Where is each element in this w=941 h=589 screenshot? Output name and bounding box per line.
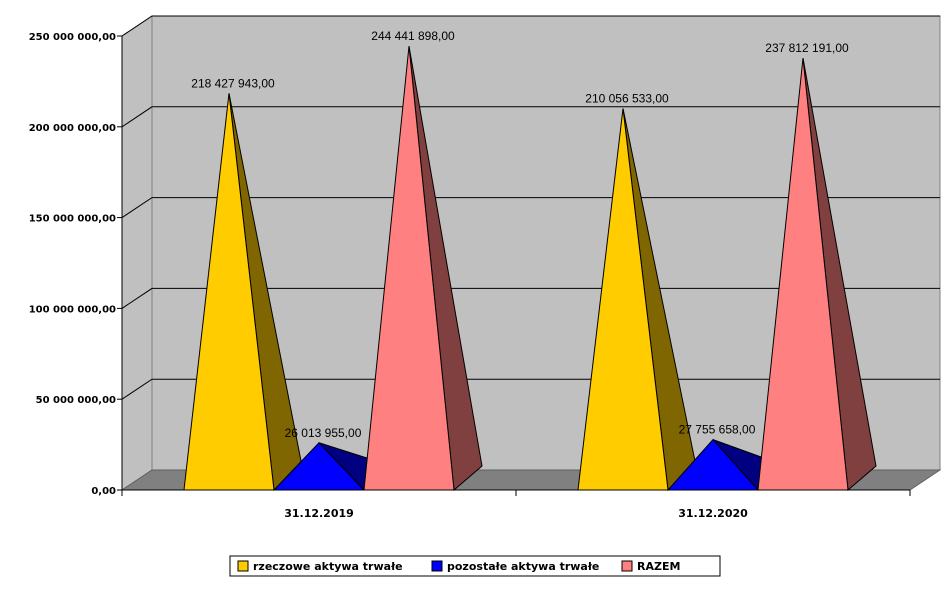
data-label: 210 056 533,00 bbox=[585, 92, 669, 106]
pyramid-front-face bbox=[183, 93, 275, 491]
data-label: 26 013 955,00 bbox=[285, 426, 362, 440]
gridline bbox=[121, 197, 940, 219]
y-tick-label: 50 000 000,00 bbox=[36, 395, 116, 406]
y-tick-label: 200 000 000,00 bbox=[29, 123, 116, 134]
legend-swatch bbox=[237, 560, 249, 572]
x-tick-label: 31.12.2019 bbox=[284, 507, 354, 520]
legend-label: RAZEM bbox=[637, 560, 680, 573]
pyramid-front-face bbox=[577, 108, 669, 491]
gridline bbox=[121, 287, 940, 309]
y-tick-label: 100 000 000,00 bbox=[29, 304, 116, 315]
gridline bbox=[121, 106, 940, 128]
side-wall bbox=[121, 15, 153, 491]
y-tick-label: 0,00 bbox=[91, 486, 116, 497]
legend-box bbox=[229, 555, 721, 577]
pyramid-front-face bbox=[666, 438, 760, 491]
pyramid-front-face bbox=[272, 442, 366, 491]
legend-swatch bbox=[621, 560, 633, 572]
legend-swatch bbox=[431, 560, 443, 572]
x-tick-label: 31.12.2020 bbox=[678, 507, 748, 520]
pyramid-front-face bbox=[757, 58, 849, 491]
y-tick-label: 150 000 000,00 bbox=[29, 214, 116, 225]
y-tick-label: 250 000 000,00 bbox=[29, 32, 116, 43]
data-label: 237 812 191,00 bbox=[765, 41, 849, 55]
gridline bbox=[121, 15, 940, 37]
legend-label: pozostałe aktywa trwałe bbox=[447, 560, 599, 573]
data-label: 244 441 898,00 bbox=[371, 29, 455, 43]
legend-label: rzeczowe aktywa trwałe bbox=[253, 560, 403, 573]
pyramid-front-face bbox=[363, 46, 455, 491]
data-label: 218 427 943,00 bbox=[191, 76, 275, 90]
data-label: 27 755 658,00 bbox=[679, 423, 756, 437]
